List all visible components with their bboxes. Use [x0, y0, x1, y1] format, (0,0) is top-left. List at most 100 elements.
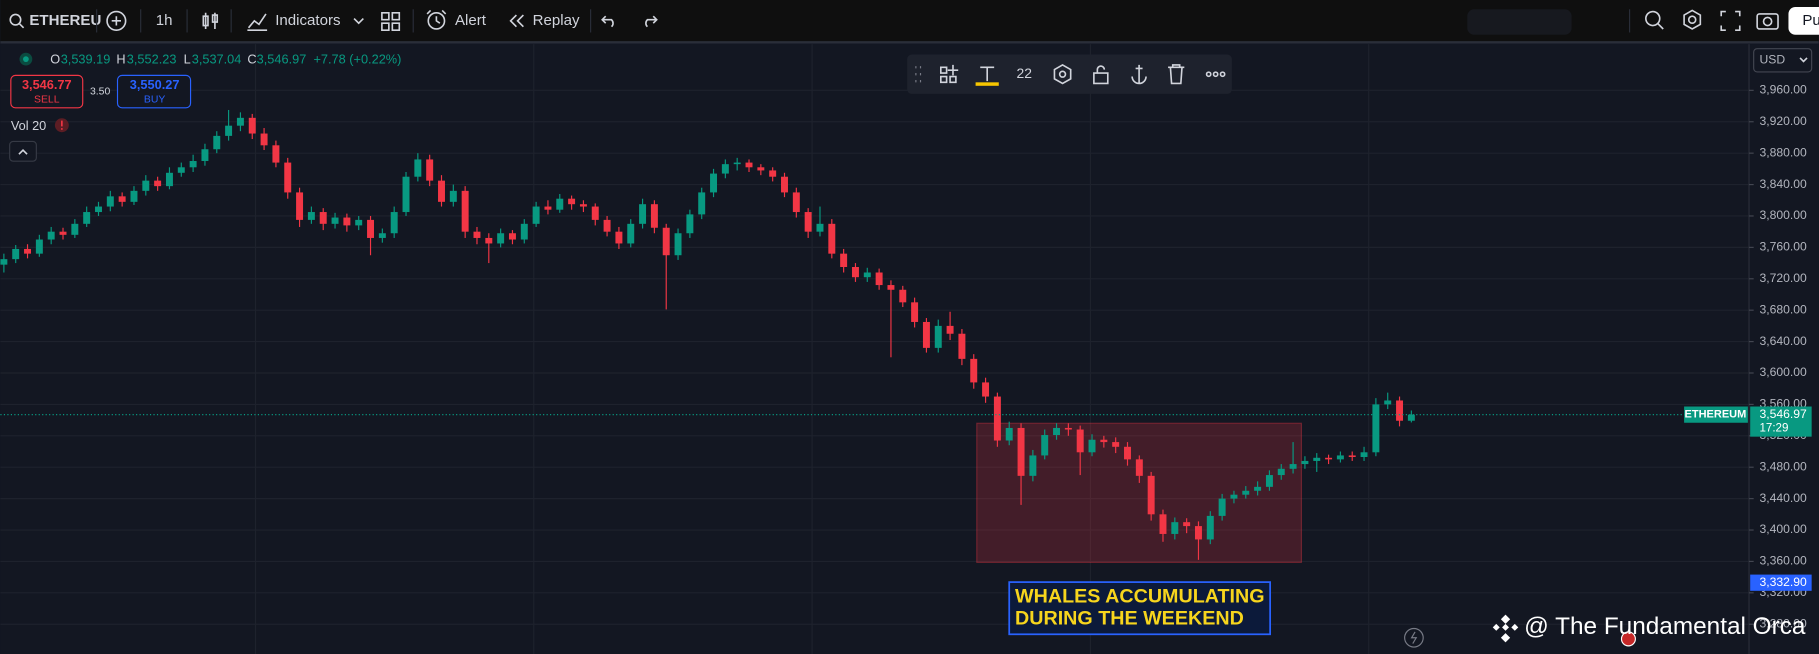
candle-body [1230, 494, 1238, 499]
candle-body [118, 196, 126, 202]
candle-body [1076, 429, 1084, 453]
candle-body [851, 267, 859, 278]
candle-body [556, 198, 564, 210]
candle-body [627, 223, 635, 244]
buy-price: 3,550.27 [130, 77, 180, 92]
candle-body [922, 321, 930, 348]
legend-high-label: H [116, 52, 125, 67]
templates-button[interactable] [939, 64, 959, 84]
candle-body [1289, 464, 1297, 469]
plus [111, 16, 121, 26]
settings-button [1058, 70, 1067, 78]
candle-body [378, 233, 386, 238]
alert-icon[interactable] [427, 11, 446, 30]
legend-open-label: O [50, 52, 60, 67]
replay-icon[interactable] [509, 14, 524, 28]
legend-low: 3,537.04 [192, 52, 242, 67]
legend-low-label: L [184, 52, 191, 67]
drawing-toolbar [907, 54, 1232, 94]
settings-button[interactable] [1683, 9, 1702, 30]
series-label: ETHEREUM [1685, 409, 1747, 421]
drag-handle[interactable] [915, 66, 922, 83]
candle-body [12, 248, 20, 260]
publish-button[interactable] [1788, 6, 1819, 35]
candle-body [1135, 459, 1143, 476]
candle-body [1041, 435, 1049, 456]
y-tick-label: 3,960.00 [1759, 83, 1807, 97]
search-icon [18, 23, 25, 29]
chart-type-button[interactable] [202, 12, 219, 29]
candle-body [639, 204, 647, 224]
candle-body [331, 217, 339, 224]
layouts-button[interactable] [381, 11, 401, 31]
currency-select[interactable] [1753, 48, 1813, 73]
annotation-box[interactable] [1008, 581, 1271, 636]
volume-label: Vol 20 [11, 118, 46, 133]
candle-body [1301, 460, 1309, 465]
alert-icon [426, 9, 447, 24]
alert-button[interactable]: Alert [455, 12, 487, 29]
replay-button[interactable]: Replay [533, 12, 580, 29]
anchor-button[interactable] [1131, 64, 1147, 85]
candle-body [1313, 457, 1321, 461]
snapshot-button [1762, 16, 1773, 27]
candle-body [615, 231, 623, 244]
candle-body [828, 223, 836, 254]
candle-body [485, 237, 493, 244]
symbol[interactable]: ETHEREU [29, 12, 101, 29]
indicators-icon[interactable] [247, 13, 268, 31]
candle-body [781, 176, 788, 193]
candle-body [887, 285, 895, 290]
delete-button[interactable] [1168, 64, 1185, 85]
search-icon[interactable] [9, 13, 22, 26]
annotation-line: DURING THE WEEKEND [1015, 607, 1244, 629]
candle-body [875, 272, 883, 286]
font-size[interactable]: 22 [1017, 65, 1033, 81]
y-tick-label: 3,280.00 [1759, 616, 1807, 630]
candle-body [934, 325, 942, 348]
interval[interactable]: 1h [156, 12, 173, 29]
sell-button[interactable] [10, 74, 84, 109]
collapse-button[interactable] [9, 140, 37, 162]
undo-button[interactable] [601, 15, 614, 28]
candle-body [1100, 439, 1108, 443]
candle-body [1183, 522, 1191, 527]
candle-body [213, 135, 221, 150]
fullscreen-button[interactable] [1720, 10, 1741, 31]
candle-body [71, 223, 79, 235]
y-tick-label: 3,440.00 [1759, 491, 1807, 505]
candle-body [1384, 400, 1392, 405]
candle-body [1348, 455, 1356, 458]
candle-body [343, 217, 351, 226]
settings-button[interactable] [1053, 64, 1072, 85]
candle-body [1171, 522, 1179, 534]
candle-body [473, 231, 481, 238]
candle-body [568, 198, 576, 205]
redo-button[interactable] [645, 15, 658, 28]
buy-button[interactable] [116, 74, 192, 109]
accumulation-zone[interactable] [976, 422, 1303, 563]
text-color-button[interactable] [980, 66, 995, 82]
chevron[interactable] [353, 17, 364, 25]
candle-body [59, 231, 67, 235]
snapshot-button[interactable] [1756, 13, 1779, 30]
candle-body [911, 302, 919, 322]
lightning-button[interactable] [1404, 627, 1424, 648]
candle-body [47, 231, 55, 240]
lock-button[interactable] [1093, 65, 1109, 85]
indicators-button[interactable]: Indicators [275, 12, 340, 29]
y-tick-label: 3,760.00 [1759, 240, 1807, 254]
watermark: @ The Fundamental Orca [1524, 613, 1806, 640]
candle-body [520, 223, 528, 240]
quick-search[interactable] [1645, 10, 1661, 27]
price-axis [1749, 44, 1819, 654]
candle-body [899, 289, 907, 303]
y-tick-label: 3,800.00 [1759, 208, 1807, 222]
candle-body [698, 192, 706, 215]
compare-button[interactable] [106, 10, 127, 31]
sell-price: 3,546.77 [22, 77, 72, 92]
candle-body [236, 117, 244, 126]
candle-body [1372, 404, 1380, 453]
more-button[interactable] [1205, 71, 1212, 78]
settings-button [1687, 15, 1697, 25]
